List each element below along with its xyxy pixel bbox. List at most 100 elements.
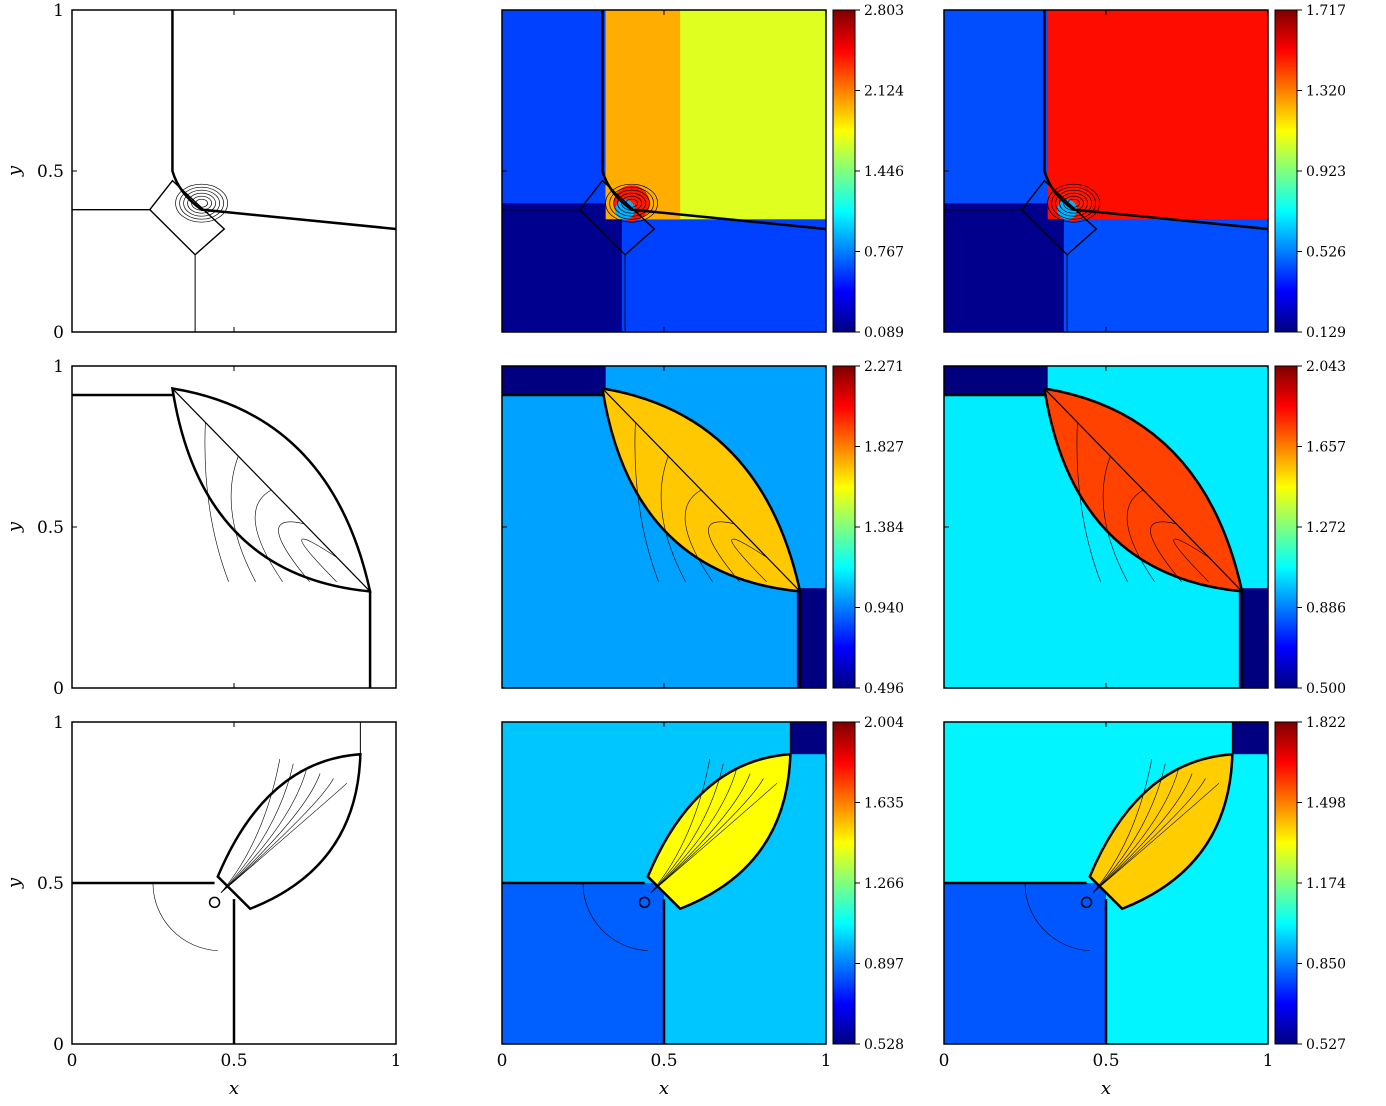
colorbar-tick-label: 2.803 — [864, 3, 904, 19]
colorbar-tick-label: 0.500 — [1306, 681, 1346, 697]
arc-contour — [1024, 882, 1090, 951]
colorbar-tick-label: 0.089 — [864, 325, 904, 341]
panel-1-1: 0 0.5 1 y — [4, 1, 397, 343]
contour-line — [650, 782, 778, 893]
contour-line — [1092, 758, 1153, 893]
x-tick-label: 0.5 — [220, 1051, 247, 1071]
arc-contour — [152, 882, 218, 951]
panel-body — [502, 722, 826, 1044]
region-corner-top — [72, 366, 176, 395]
interaction-polygon — [944, 179, 1098, 256]
colorbar-tick-label: 0.526 — [1306, 245, 1346, 261]
panel-body — [72, 366, 396, 688]
contour-line — [1092, 782, 1220, 893]
x-axis-label: x — [659, 1078, 669, 1099]
region-corner — [360, 722, 396, 755]
x-tick-label: 0.5 — [650, 1051, 677, 1071]
contour-loop — [621, 195, 642, 211]
panel-body — [944, 10, 1268, 332]
region-bottom-right — [621, 228, 826, 332]
contour-line — [650, 773, 751, 893]
colorbar-tick-label: 2.124 — [864, 84, 904, 100]
contour-line — [650, 768, 737, 893]
y-tick-label: 0 — [53, 1035, 64, 1055]
x-tick-label: 0 — [497, 1051, 508, 1071]
contour-loop — [613, 189, 650, 217]
colorbar-tick-label: 1.272 — [1306, 520, 1346, 536]
interaction-polygon — [502, 179, 656, 256]
colorbar — [1274, 721, 1298, 1045]
colorbar-tick-label: 1.174 — [1306, 876, 1346, 892]
colorbar — [832, 9, 856, 333]
vortex-inner — [1057, 199, 1078, 220]
colorbar — [832, 365, 856, 689]
region-corner — [790, 722, 826, 755]
colorbar-tick-label: 1.384 — [864, 520, 904, 536]
contour-line — [1102, 456, 1128, 582]
colorbar-tick-label: 0.897 — [864, 957, 904, 973]
region-bottom-left — [502, 883, 664, 1044]
panel-2-3: 0.500 0.886 1.272 1.657 2.043 — [943, 359, 1346, 697]
region-top-right — [175, 10, 396, 220]
colorbar-tick-label: 0.496 — [864, 681, 904, 697]
contour-line — [1150, 521, 1182, 582]
contour-loop — [1051, 186, 1096, 220]
contour-line — [731, 538, 768, 582]
contour-line — [220, 763, 294, 893]
panel-body — [502, 366, 826, 688]
colorbar-tick-label: 1.717 — [1306, 3, 1346, 19]
x-tick-label: 1 — [821, 1051, 832, 1071]
contour-line — [1092, 768, 1179, 893]
x-axis-label: x — [229, 1078, 239, 1099]
colorbar-tick-label: 0.850 — [1306, 957, 1346, 973]
shock-curve — [171, 10, 396, 231]
contour-loop — [175, 183, 228, 223]
panel-1-3: 0.129 0.526 0.923 1.320 1.717 — [943, 3, 1346, 341]
y-tick-label: 0.5 — [37, 162, 64, 182]
region-top-center — [1047, 10, 1123, 220]
contour-line — [220, 773, 321, 893]
contour-loop — [191, 195, 212, 211]
vortex-ring — [1080, 896, 1093, 909]
arc-contour — [582, 882, 648, 951]
y-tick-label: 1 — [53, 1, 64, 21]
colorbar-tick-label: 2.271 — [864, 359, 904, 375]
panel-body — [72, 722, 396, 1044]
contour-line — [708, 521, 740, 582]
y-tick-label: 0.5 — [37, 518, 64, 538]
contour-line — [278, 521, 310, 582]
region-bottom-left — [72, 883, 234, 1044]
contour-loop — [195, 198, 208, 208]
shock-curve — [601, 10, 826, 231]
y-axis-label: y — [4, 877, 25, 889]
y-tick-label: 1 — [53, 357, 64, 377]
y-tick-label: 1 — [53, 713, 64, 733]
interaction-polygon — [72, 179, 226, 256]
contour-loop — [1059, 192, 1088, 214]
contour-loop — [187, 192, 216, 214]
colorbar-tick-label: 1.657 — [1306, 440, 1346, 456]
panel-2-2: 0.496 0.940 1.384 1.827 2.271 — [501, 359, 904, 697]
contour-line — [254, 489, 283, 582]
colorbar-tick-label: 2.004 — [864, 715, 904, 731]
contour-line — [684, 489, 713, 582]
colorbar-tick-label: 0.527 — [1306, 1037, 1346, 1053]
panel-1-2: 0.089 0.767 1.446 2.124 2.803 — [501, 3, 904, 341]
contour-line — [1076, 422, 1101, 582]
contour-line — [660, 456, 686, 582]
lobe-shock — [646, 752, 792, 911]
contour-line — [650, 758, 711, 893]
x-tick-label: 0 — [939, 1051, 950, 1071]
colorbar-tick-label: 1.446 — [864, 164, 904, 180]
region-bottom-right — [1063, 228, 1268, 332]
contour-loop — [605, 183, 658, 223]
y-axis-label: y — [4, 165, 25, 177]
region-bottom-right — [191, 228, 396, 332]
y-axis-label: y — [4, 521, 25, 533]
vortex-ring — [208, 896, 221, 909]
region-corner — [1232, 722, 1268, 755]
contour-loop — [625, 198, 638, 208]
region-bottom-left — [944, 883, 1106, 1044]
